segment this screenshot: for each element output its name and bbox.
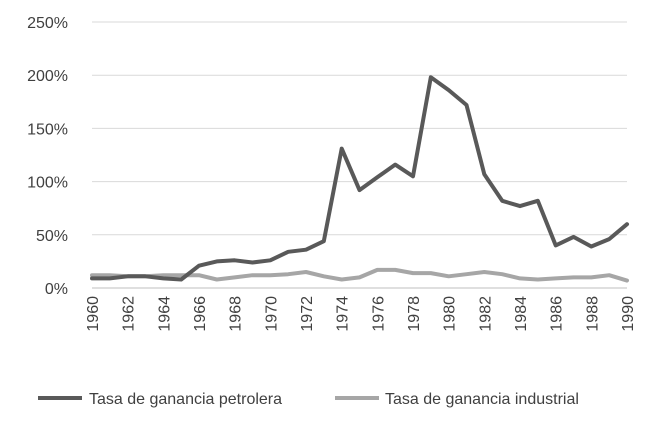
x-tick-label: 1984 [513,296,530,332]
y-tick-label: 0% [45,281,68,298]
x-tick-label: 1964 [156,296,173,332]
x-tick-label: 1988 [584,296,601,332]
series-line-petrolera [90,75,629,282]
x-tick-label: 1968 [228,296,245,332]
y-tick-label: 200% [27,68,68,85]
x-tick-label: 1966 [192,296,209,332]
x-tick-label: 1980 [442,296,459,332]
y-tick-label: 50% [36,228,68,245]
x-axis: 1960 1962 1964 1966 1968 1970 1972 1974 1976 1978… [85,296,637,332]
x-tick-label: 1972 [299,296,316,332]
series-line-industrial [90,267,629,283]
y-axis: 0% 50% 100% 150% 200% 250% [27,15,68,298]
x-tick-label: 1986 [549,296,566,332]
x-tick-label: 1970 [263,296,280,332]
x-tick-label: 1990 [620,296,637,332]
legend: Tasa de ganancia petrolera Tasa de ganan… [38,391,579,408]
x-tick-label: 1960 [85,296,102,332]
x-tick-label: 1978 [406,296,423,332]
plot-area [90,75,629,283]
x-tick-label: 1982 [477,296,494,332]
y-tick-label: 100% [27,175,68,192]
x-tick-label: 1974 [335,296,352,332]
legend-label-petrolera: Tasa de ganancia petrolera [89,391,282,408]
x-tick-label: 1962 [121,296,138,332]
y-tick-label: 150% [27,121,68,138]
gridlines [92,21,627,289]
x-tick-label: 1976 [370,296,387,332]
legend-label-industrial: Tasa de ganancia industrial [385,391,579,408]
y-tick-label: 250% [27,15,68,32]
